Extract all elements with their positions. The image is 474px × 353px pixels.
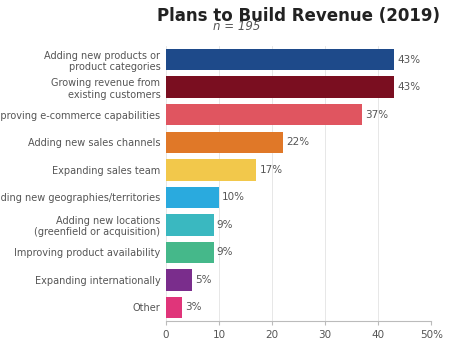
Bar (166, 269, 192, 291)
Text: 3%: 3% (185, 303, 201, 312)
Bar (166, 77, 394, 98)
Bar (166, 132, 283, 153)
Text: 43%: 43% (397, 55, 420, 65)
Bar (166, 187, 219, 208)
Text: 10%: 10% (222, 192, 245, 202)
Bar (166, 159, 256, 180)
Title: Plans to Build Revenue (2019): Plans to Build Revenue (2019) (157, 7, 440, 25)
Bar (166, 242, 214, 263)
Text: 9%: 9% (217, 220, 233, 230)
Text: 43%: 43% (397, 82, 420, 92)
Bar (166, 297, 182, 318)
Text: 37%: 37% (365, 110, 389, 120)
Text: 22%: 22% (286, 137, 309, 147)
Bar (166, 49, 394, 70)
Text: 9%: 9% (217, 247, 233, 257)
Text: 17%: 17% (259, 165, 283, 175)
Bar (166, 104, 362, 125)
Text: 5%: 5% (196, 275, 212, 285)
Text: n = 195: n = 195 (213, 20, 261, 33)
Bar (166, 214, 214, 235)
